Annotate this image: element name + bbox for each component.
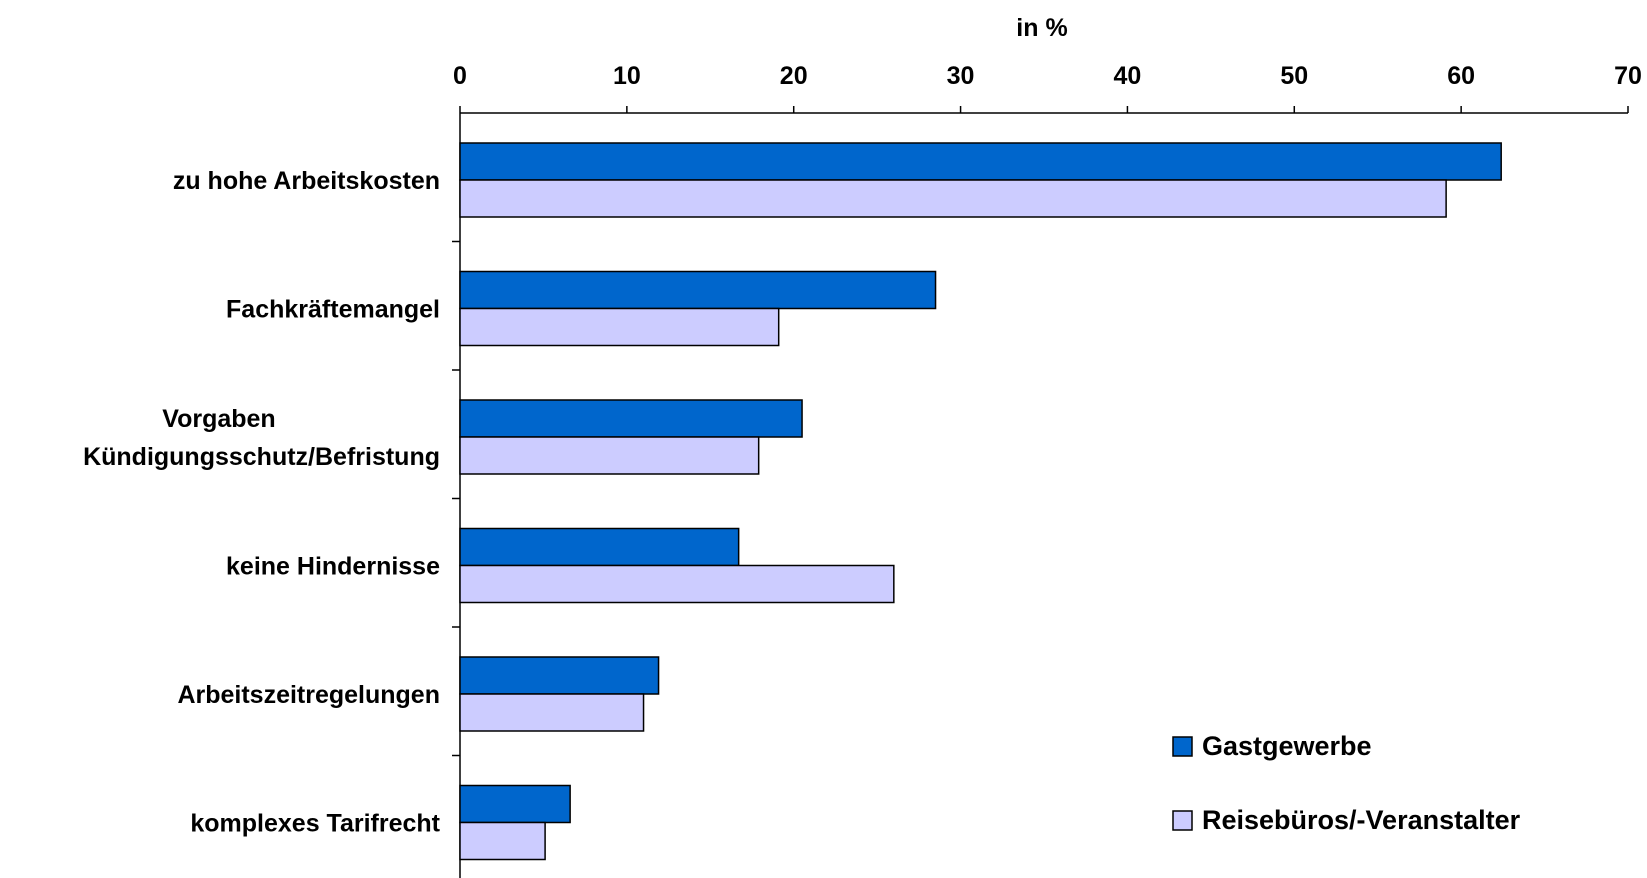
category-labels: zu hohe Arbeitskosten Fachkräftemangel Vor… — [83, 167, 441, 838]
bars — [459, 142, 1502, 861]
bar-gastgewerbe-3 — [459, 527, 740, 567]
bar-reisebueros-2 — [459, 436, 760, 475]
x-tick-label: 60 — [1447, 62, 1475, 90]
bar-gastgewerbe-5 — [459, 784, 571, 824]
x-axis-title: in % — [1016, 14, 1067, 42]
legend: Gastgewerbe Reisebüros/-Veranstalter — [1172, 731, 1521, 835]
x-tick-label: 40 — [1114, 62, 1142, 90]
category-label: komplexes Tarifrecht — [190, 810, 440, 838]
bar-gastgewerbe-0 — [459, 142, 1502, 181]
x-tick-label: 70 — [1614, 62, 1642, 90]
category-label: Vorgaben — [162, 405, 275, 433]
x-tick-label: 0 — [453, 62, 467, 90]
bar-reisebueros-1 — [459, 307, 780, 347]
bar-gastgewerbe-2 — [459, 399, 803, 438]
legend-label: Gastgewerbe — [1202, 731, 1372, 761]
bar-gastgewerbe-1 — [459, 270, 937, 310]
x-axis-ticks: 0 10 20 30 40 50 60 70 — [452, 62, 1642, 878]
bar-reisebueros-3 — [459, 564, 895, 604]
category-label: zu hohe Arbeitskosten — [173, 167, 440, 195]
x-tick-label: 50 — [1280, 62, 1308, 90]
bar-reisebueros-5 — [459, 821, 546, 861]
bar-reisebueros-4 — [459, 693, 645, 732]
bar-gastgewerbe-4 — [459, 656, 660, 695]
legend-label: Reisebüros/-Veranstalter — [1202, 805, 1521, 835]
legend-swatch — [1172, 810, 1193, 831]
category-label: Arbeitszeitregelungen — [177, 681, 440, 709]
bar-reisebueros-0 — [459, 179, 1447, 218]
category-label: Fachkräftemangel — [226, 296, 440, 324]
legend-swatch — [1172, 736, 1193, 757]
category-label: keine Hindernisse — [226, 553, 440, 581]
category-label: Kündigungsschutz/Befristung — [83, 443, 440, 471]
x-tick-label: 20 — [780, 62, 808, 90]
x-tick-label: 30 — [947, 62, 975, 90]
x-tick-label: 10 — [613, 62, 641, 90]
